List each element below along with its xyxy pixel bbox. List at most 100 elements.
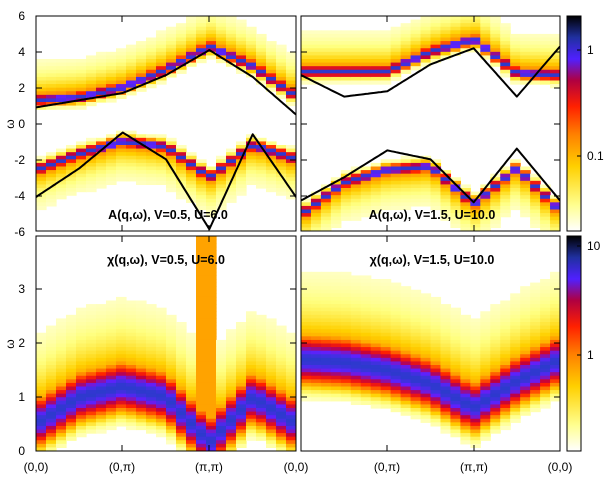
- heatmap-cell: [266, 155, 277, 160]
- heatmap-cell: [360, 41, 372, 46]
- heatmap-cell: [360, 48, 372, 53]
- heatmap-cell: [256, 76, 267, 82]
- heatmap-cell: [176, 347, 187, 352]
- heatmap-cell: [206, 26, 217, 31]
- heatmap-cell: [216, 415, 227, 420]
- heatmap-cell: [550, 282, 560, 287]
- heatmap-cell: [126, 44, 137, 49]
- heatmap-cell: [196, 236, 207, 241]
- heatmap-cell: [196, 408, 207, 413]
- heatmap-cell: [440, 382, 452, 388]
- heatmap-cell: [330, 209, 342, 214]
- heatmap-cell: [46, 191, 57, 196]
- heatmap-cell: [276, 347, 287, 352]
- heatmap-cell: [550, 275, 560, 280]
- heatmap-cell: [56, 329, 67, 334]
- heatmap-cell: [330, 375, 342, 380]
- heatmap-cell: [450, 386, 461, 391]
- heatmap-cell: [540, 307, 551, 312]
- heatmap-cell: [186, 55, 197, 60]
- heatmap-cell: [430, 59, 442, 64]
- heatmap-cell: [166, 436, 177, 441]
- heatmap-cell: [206, 368, 217, 373]
- heatmap-cell: [301, 62, 312, 67]
- heatmap-cell: [196, 336, 207, 341]
- heatmap-cell: [520, 170, 531, 175]
- heatmap-cell: [540, 311, 551, 316]
- heatmap-cell: [310, 322, 322, 327]
- heatmap-cell: [460, 372, 471, 377]
- heatmap-cell: [460, 33, 471, 39]
- heatmap-cell: [196, 188, 207, 193]
- heatmap-cell: [490, 48, 501, 53]
- heatmap-cell: [176, 159, 187, 164]
- heatmap-cell: [510, 162, 521, 168]
- heatmap-cell: [460, 386, 471, 391]
- heatmap-cell: [186, 51, 197, 57]
- heatmap-cell: [106, 393, 117, 398]
- ylabel-top: ω: [3, 119, 17, 128]
- heatmap-cell: [286, 59, 296, 64]
- heatmap-cell: [350, 41, 362, 46]
- heatmap-cell: [390, 184, 402, 189]
- heatmap-cell: [76, 325, 87, 330]
- heatmap-cell: [480, 382, 491, 388]
- heatmap-cell: [106, 55, 117, 60]
- heatmap-cell: [46, 332, 57, 337]
- heatmap-cell: [301, 390, 312, 395]
- heatmap-cell: [440, 350, 452, 355]
- heatmap-cell: [136, 314, 147, 320]
- heatmap-cell: [276, 55, 287, 60]
- heatmap-cell: [236, 433, 247, 438]
- heatmap-cell: [36, 162, 47, 168]
- heatmap-cell: [266, 411, 277, 416]
- heatmap-cell: [301, 37, 312, 42]
- heatmap-cell: [56, 397, 67, 402]
- heatmap-cell: [340, 393, 352, 398]
- heatmap-cell: [301, 209, 312, 214]
- heatmap-cell: [116, 166, 127, 171]
- heatmap-cell: [166, 425, 177, 431]
- heatmap-cell: [126, 393, 137, 398]
- heatmap-cell: [286, 418, 296, 423]
- heatmap-cell: [490, 19, 501, 24]
- heatmap-cell: [146, 173, 157, 178]
- heatmap-cell: [76, 372, 87, 377]
- heatmap-cell: [186, 354, 197, 359]
- heatmap-cell: [540, 286, 551, 291]
- heatmap-cell: [46, 173, 57, 178]
- heatmap-cell: [520, 322, 531, 327]
- heatmap-cell: [166, 48, 177, 53]
- heatmap-cell: [226, 418, 237, 423]
- heatmap-cell: [196, 447, 207, 451]
- heatmap-cell: [520, 48, 531, 53]
- heatmap-cell: [500, 66, 511, 71]
- heatmap-cell: [370, 296, 382, 302]
- heatmap-cell: [550, 382, 560, 388]
- heatmap-cell: [370, 379, 382, 384]
- heatmap-cell: [246, 33, 257, 39]
- heatmap-cell: [510, 372, 521, 377]
- heatmap-cell: [36, 184, 47, 189]
- heatmap-cell: [146, 162, 157, 168]
- heatmap-cell: [400, 62, 412, 67]
- heatmap-cell: [166, 37, 177, 42]
- heatmap-cell: [510, 393, 521, 398]
- heatmap-cell: [46, 361, 57, 366]
- heatmap-cell: [380, 286, 392, 291]
- heatmap-cell: [116, 339, 127, 345]
- heatmap-cell: [490, 62, 501, 67]
- heatmap-cell: [76, 84, 87, 89]
- heatmap-cell: [216, 422, 227, 427]
- heatmap-cell: [166, 155, 177, 160]
- heatmap-cell: [116, 307, 127, 312]
- heatmap-cell: [96, 307, 107, 312]
- heatmap-cell: [330, 293, 342, 298]
- heatmap-cell: [96, 180, 107, 186]
- heatmap-cell: [390, 180, 402, 186]
- heatmap-cell: [226, 411, 237, 416]
- heatmap-cell: [330, 177, 342, 182]
- heatmap-cell: [550, 213, 560, 218]
- heatmap-cell: [116, 322, 127, 327]
